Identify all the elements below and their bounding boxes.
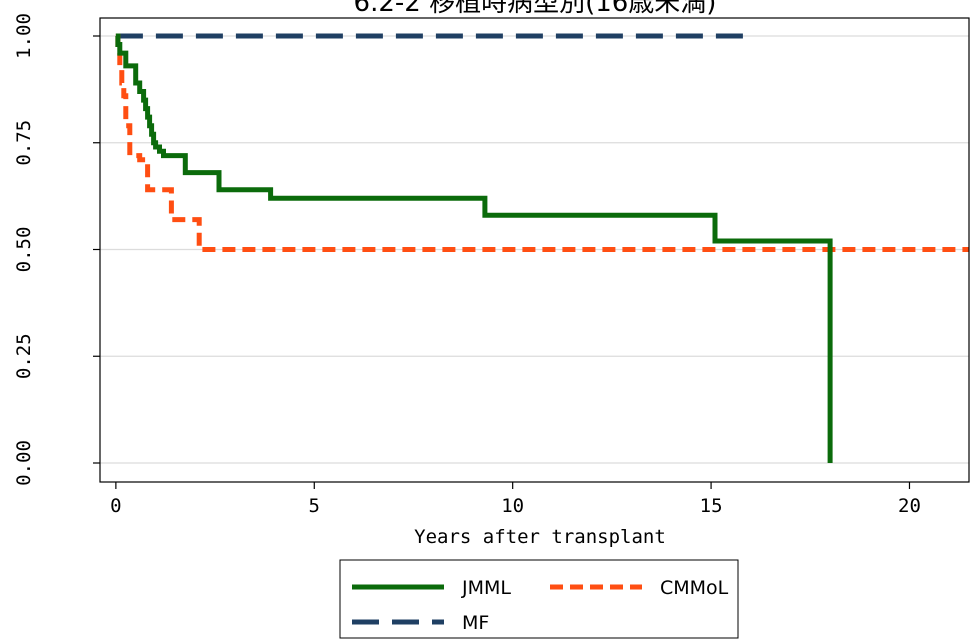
legend-label-mf: MF — [462, 612, 489, 634]
x-tick-label: 0 — [110, 495, 121, 517]
legend-label-jmml: JMML — [461, 577, 511, 599]
y-tick-label: 0.75 — [13, 120, 35, 166]
axes: 0.00 0.25 0.50 0.75 1.00 0 5 10 15 20 — [13, 13, 970, 517]
x-tick-label: 20 — [898, 495, 921, 517]
y-tick-label: 0.00 — [13, 440, 35, 486]
legend: JMML CMMoL MF — [339, 559, 739, 639]
series-line-cmmol — [115, 33, 969, 252]
legend-box — [339, 559, 739, 639]
y-tick-label: 0.50 — [13, 227, 35, 273]
chart-title: 6.2-2 移植時病型別(16歳未満) — [354, 0, 717, 18]
legend-label-cmmol: CMMoL — [660, 577, 729, 599]
y-tick-label: 1.00 — [13, 13, 35, 59]
x-tick-label: 5 — [309, 495, 320, 517]
x-tick-label: 10 — [501, 495, 524, 517]
series-line-jmml — [115, 33, 833, 463]
y-tick-label: 0.25 — [13, 333, 35, 379]
x-axis-title: Years after transplant — [414, 526, 666, 548]
series-layer — [115, 33, 969, 463]
x-tick-label: 15 — [700, 495, 723, 517]
